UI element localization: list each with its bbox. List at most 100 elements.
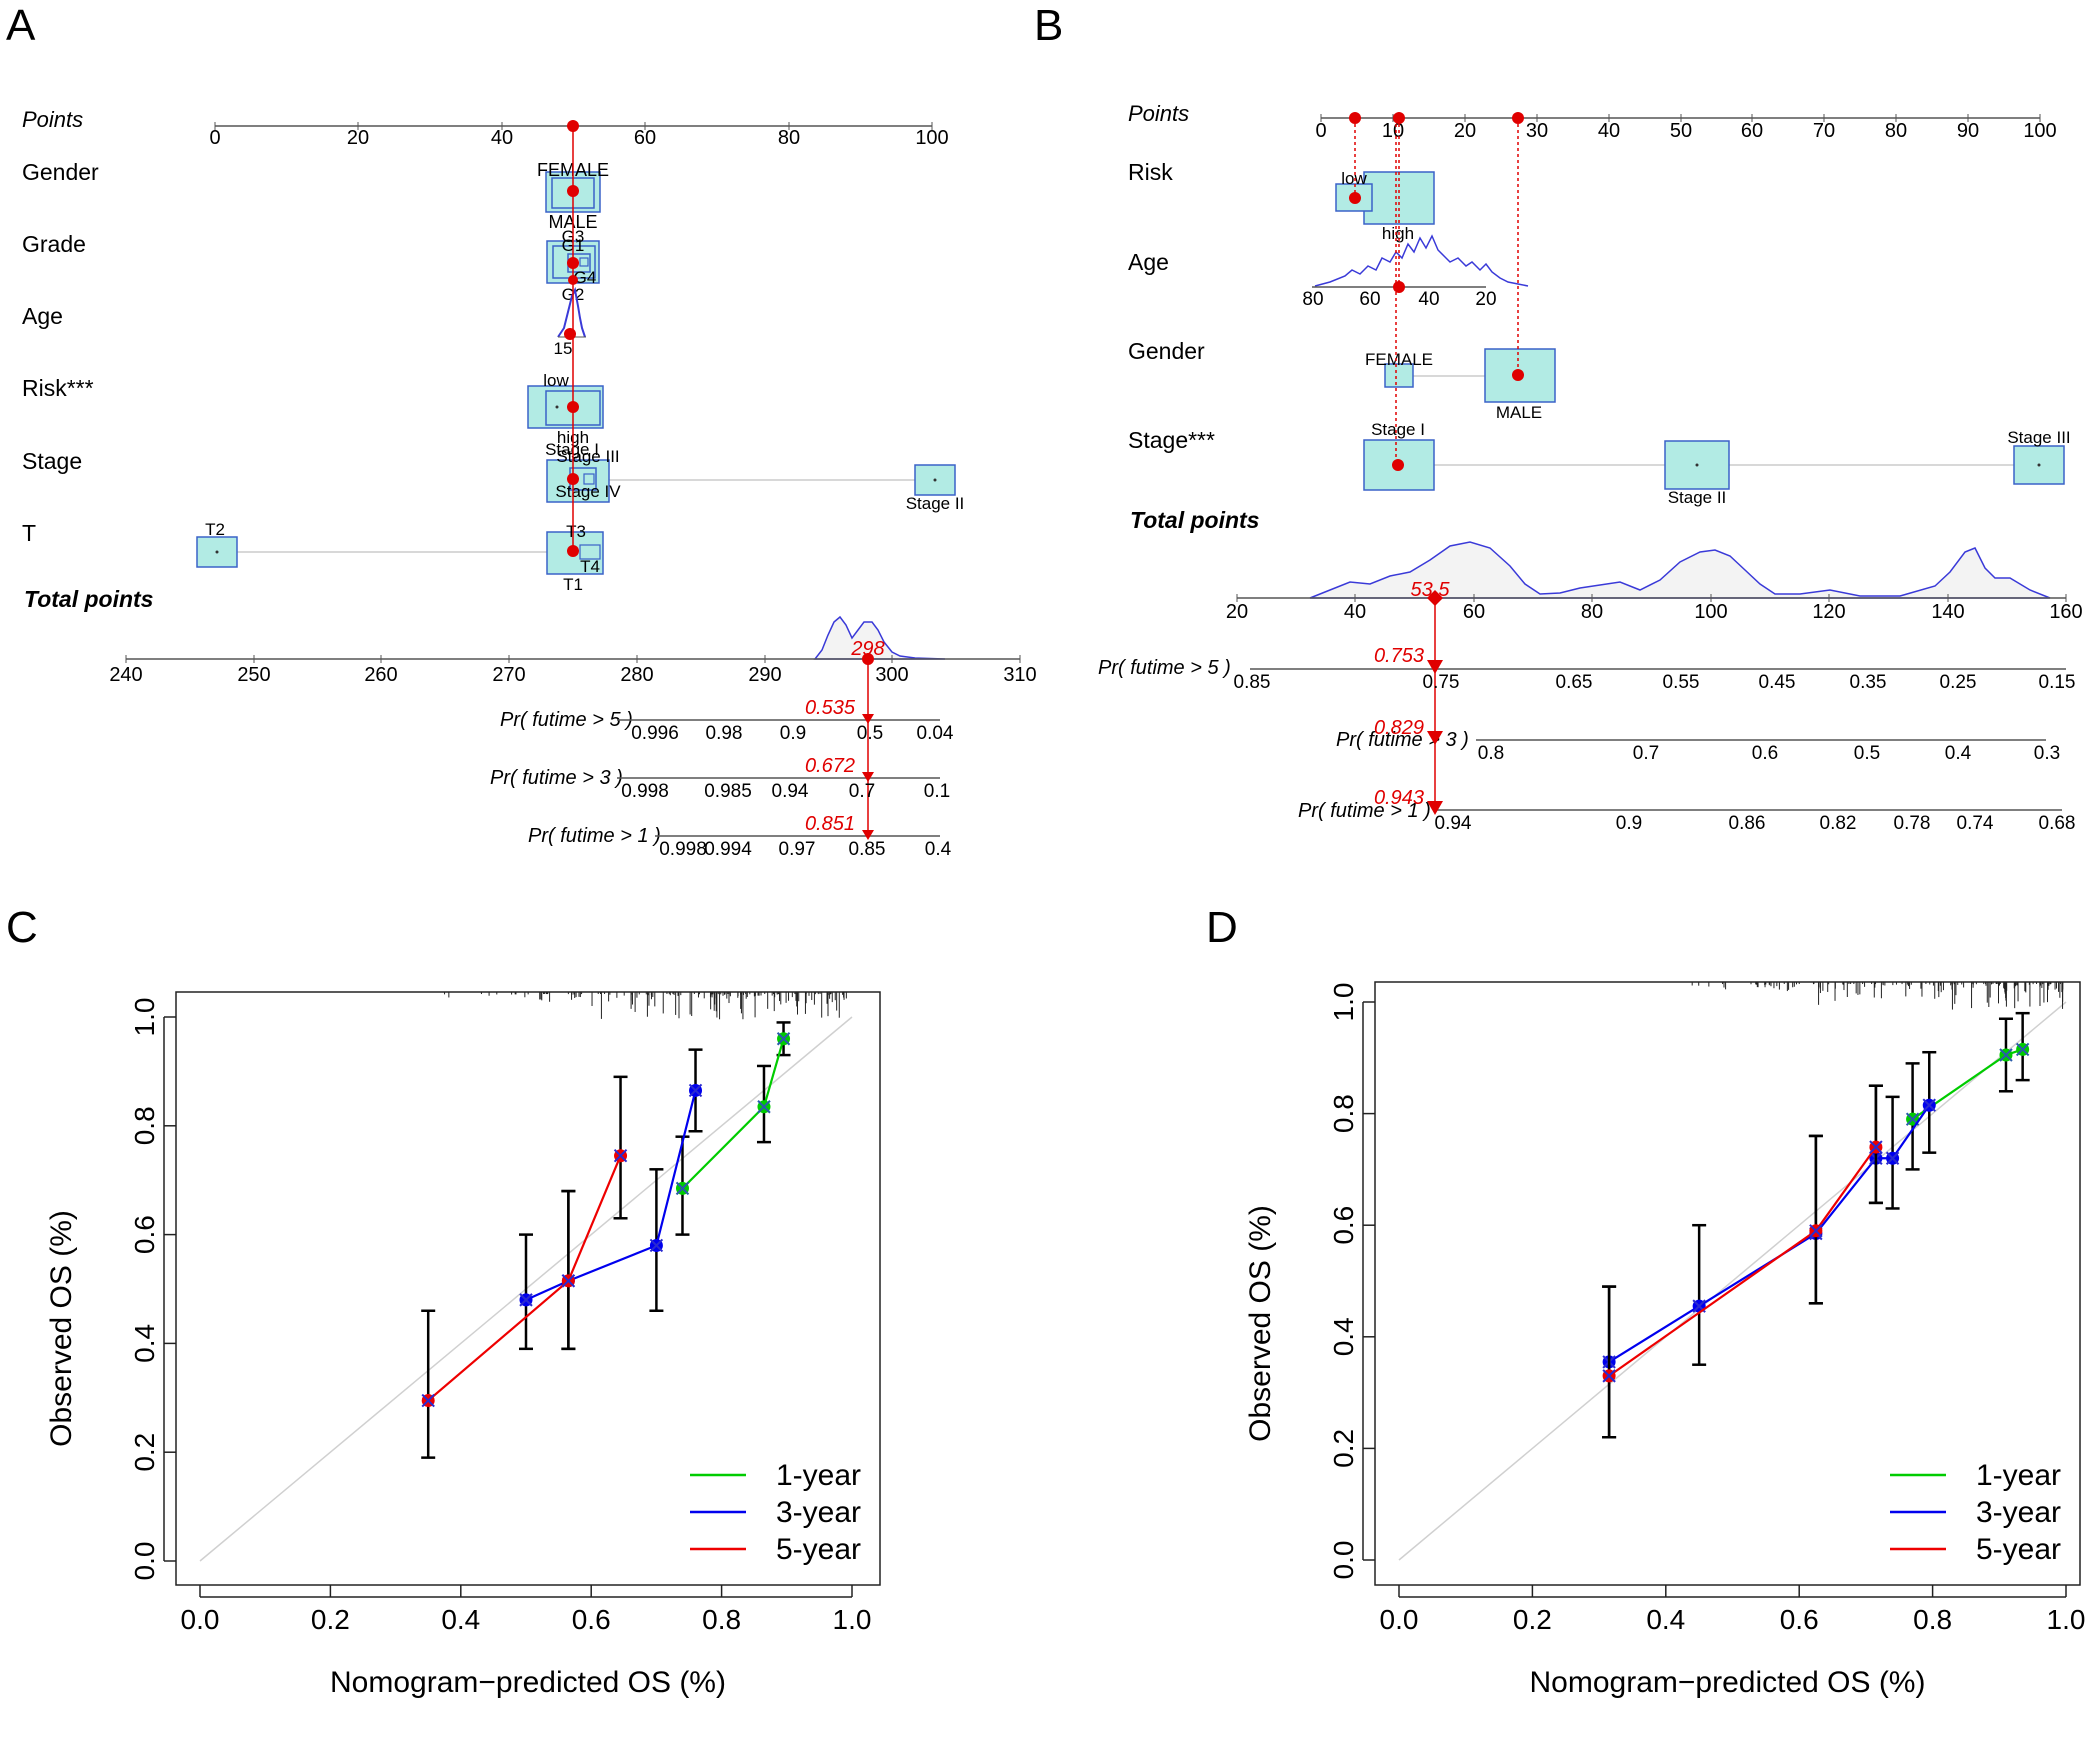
var-gender-name: Gender: [1128, 338, 1205, 364]
level-label: Stage III: [556, 447, 619, 466]
var-gender-name: Gender: [22, 159, 99, 185]
y-tick-label: 1.0: [1328, 983, 1359, 1022]
prob-row-label: Pr( futime > 5 ): [500, 709, 633, 731]
points-tick-label: 40: [1598, 120, 1620, 142]
level-label: Stage III: [2007, 428, 2070, 447]
level-label: T3: [566, 522, 586, 541]
var-grade-name: Grade: [22, 231, 86, 257]
points-tick-label: 90: [1957, 120, 1979, 142]
patient-marker: [567, 545, 579, 557]
prob-tick-label: 0.35: [1850, 672, 1887, 693]
level-label: G4: [574, 268, 597, 287]
data-point-cross: [519, 1293, 533, 1307]
points-tick-label: 20: [347, 127, 369, 149]
data-point-cross: [1692, 1299, 1706, 1313]
total-tick-label: 80: [1581, 601, 1603, 623]
total-tick-label: 140: [1931, 601, 1964, 623]
prob-marker: [1427, 731, 1443, 745]
total-tick-label: 40: [1344, 601, 1366, 623]
points-tick-label: 100: [2023, 120, 2056, 142]
data-point-cross: [613, 1149, 628, 1163]
x-tick-label: 0.2: [1513, 1604, 1552, 1635]
level-box-stage-iv: [583, 473, 595, 485]
prob-tick-label: 0.5: [857, 723, 883, 744]
x-tick-label: 0.8: [1913, 1604, 1952, 1635]
series-3-year: [519, 1048, 703, 1351]
prob-tick-label: 0.15: [2039, 672, 2076, 693]
prob-tick-label: 0.45: [1759, 672, 1796, 693]
prob-tick-label: 0.75: [1423, 672, 1460, 693]
prob-tick-label: 0.985: [704, 781, 752, 802]
level-center-dot: [555, 405, 559, 409]
points-tick-label: 80: [1885, 120, 1907, 142]
y-tick-label: 0.4: [129, 1324, 160, 1363]
panel-label-b: B: [1034, 1, 1063, 50]
prob-marker: [1427, 801, 1443, 815]
prob-marker: [1427, 660, 1443, 674]
prob-tick-label: 0.85: [1234, 672, 1271, 693]
legend-label: 3-year: [1976, 1496, 2061, 1529]
patient-marker: [567, 120, 579, 132]
total-tick-label: 290: [748, 664, 781, 686]
total-tick-label: 120: [1812, 601, 1845, 623]
prob-tick-label: 0.7: [849, 781, 875, 802]
points-tick-label: 80: [778, 127, 800, 149]
prob-marker: [862, 772, 874, 782]
y-tick-label: 0.2: [1328, 1429, 1359, 1468]
data-point-cross: [675, 1181, 690, 1196]
total-tick-label: 20: [1226, 601, 1248, 623]
prob-value: 0.753: [1374, 645, 1424, 667]
prob-tick-label: 0.74: [1957, 813, 1994, 834]
y-axis-title: Observed OS (%): [1244, 1205, 1277, 1442]
nomogram-a-points-title: Points: [22, 107, 83, 132]
calibration-plot-d: 0.0 0.2 0.4 0.6 0.8 1.0 0.0 0.2 0.4 0.6 0.8 1.0 Nomo…: [1244, 981, 2086, 1699]
prob-marker: [862, 714, 874, 724]
y-tick-label: 0.2: [129, 1433, 160, 1472]
prob-tick-label: 0.98: [706, 723, 743, 744]
plot-frame: [1374, 981, 2081, 1586]
data-point-cross: [1905, 1112, 1920, 1126]
total-points-density: [813, 615, 946, 660]
legend: 1-year 3-year 5-year: [1890, 1459, 2061, 1566]
patient-marker: [1349, 192, 1361, 204]
patient-marker: [564, 328, 576, 340]
level-label: Stage I: [1371, 420, 1425, 439]
patient-marker: [567, 473, 579, 485]
x-tick-label: 0.6: [572, 1604, 611, 1635]
x-tick-label: 0.4: [441, 1604, 480, 1635]
prob-tick-label: 0.3: [2034, 743, 2060, 764]
level-label: T4: [580, 557, 600, 576]
prob-tick-label: 0.94: [1435, 813, 1472, 834]
prob-value: 0.851: [805, 813, 855, 835]
points-tick-label: 50: [1670, 120, 1692, 142]
legend-label: 1-year: [776, 1459, 861, 1492]
legend-label: 5-year: [776, 1533, 861, 1566]
points-tick-label: 100: [915, 127, 948, 149]
prob-value: 0.535: [805, 697, 856, 719]
patient-marker: [1393, 112, 1405, 124]
age-density-curve: [1314, 234, 1529, 287]
data-point-cross: [1922, 1098, 1936, 1112]
total-marker: [862, 653, 874, 665]
var-age-name: Age: [1128, 249, 1169, 275]
level-label: T2: [205, 520, 225, 539]
level-label: Stage I: [545, 440, 599, 459]
total-tick-label: 240: [109, 664, 142, 686]
data-point-cross: [561, 1274, 576, 1288]
nomogram-b-total-title: Total points: [1130, 507, 1259, 533]
calibration-line: [427, 1155, 622, 1402]
legend: 1-year 3-year 5-year: [690, 1459, 861, 1566]
series-5-year: [421, 1075, 628, 1459]
points-tick-label: 0: [1315, 120, 1326, 142]
panel-label-d: D: [1206, 903, 1238, 952]
patient-marker: [568, 275, 578, 285]
x-tick-label: 1.0: [2047, 1604, 2086, 1635]
prediction-rug: [444, 992, 847, 1020]
prob-tick-label: 0.82: [1820, 813, 1857, 834]
level-label: 15: [554, 339, 573, 358]
nomogram-b-total-ticks: 20 40 60 80 100 120 140 160: [1226, 594, 2083, 623]
level-box-grade-g2: [579, 257, 589, 267]
patient-marker: [567, 257, 579, 269]
prob-row-label: Pr( futime > 1 ): [528, 825, 661, 847]
